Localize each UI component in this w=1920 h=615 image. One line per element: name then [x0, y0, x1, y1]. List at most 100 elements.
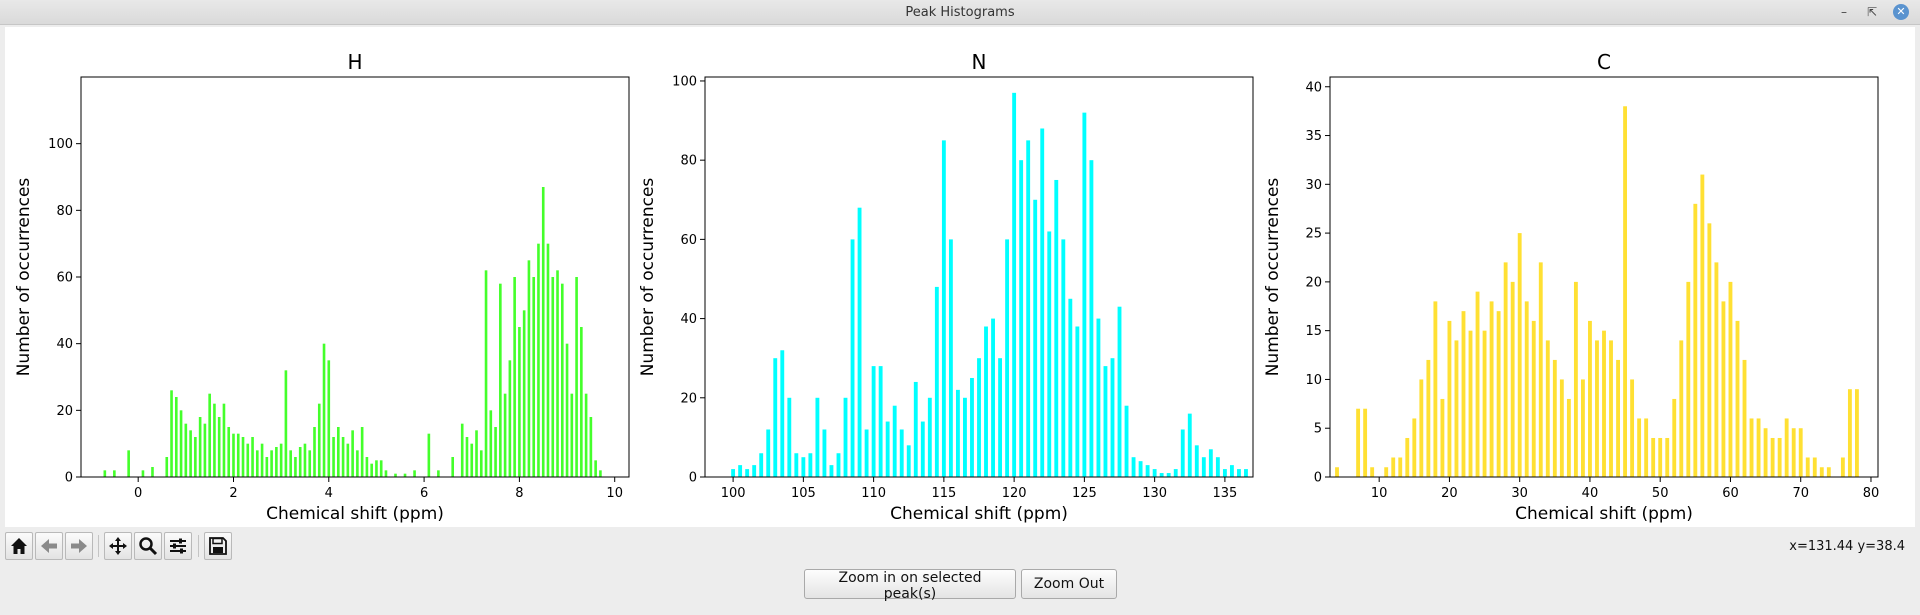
panel-n-bar — [941, 140, 946, 477]
save-button[interactable] — [204, 532, 232, 560]
panel-h-bar — [475, 430, 478, 477]
panel-h-bar — [465, 437, 469, 477]
panel-c-bar — [1672, 398, 1677, 477]
configure-subplots-icon — [170, 538, 186, 554]
panel-c-x-axis-label: Chemical shift (ppm) — [1515, 504, 1693, 524]
panel-c-bar — [1391, 457, 1396, 477]
panel-n-bar — [829, 465, 834, 477]
cursor-coordinates: x=131.44 y=38.4 — [1789, 539, 1905, 554]
panel-h-bar — [546, 243, 550, 477]
panel-h-bar — [208, 393, 211, 477]
panel-n-bar — [857, 207, 862, 477]
home-button[interactable] — [5, 532, 33, 560]
panel-h-bar — [556, 270, 559, 477]
panel-c-x-tick-label: 60 — [1722, 486, 1739, 501]
configure-subplots-button[interactable] — [164, 532, 192, 560]
panel-h-bar — [394, 473, 397, 477]
forward-button[interactable] — [65, 532, 93, 560]
zoom-out-button[interactable]: Zoom Out — [1021, 569, 1117, 599]
panel-n-bar — [871, 366, 876, 477]
panel-h-bar — [174, 397, 178, 477]
panel-c-x-tick-label: 30 — [1511, 486, 1528, 501]
panel-h-x-tick-label: 10 — [606, 486, 623, 501]
zoom-in-selected-peaks-button[interactable]: Zoom in on selected peak(s) — [804, 569, 1016, 602]
panel-h-bar — [522, 310, 526, 477]
panel-n-bar — [1068, 298, 1073, 477]
panel-n-bar — [1082, 112, 1087, 477]
panel-n-bar — [759, 453, 764, 477]
panel-n-axes-frame — [704, 76, 1254, 478]
close-icon[interactable]: ✕ — [1893, 4, 1909, 20]
panel-h-bar — [251, 437, 254, 477]
panel-h-bar — [508, 360, 512, 477]
panel-c-bar — [1637, 418, 1642, 477]
panel-n-bar — [1110, 358, 1115, 477]
panel-n-x-axis-label: Chemical shift (ppm) — [890, 504, 1068, 524]
panel-n-x-tick-label: 130 — [1142, 486, 1167, 501]
panel-h-bar — [308, 450, 312, 477]
panel-h-bar — [170, 390, 173, 477]
panel-c-bar — [1433, 301, 1438, 477]
panel-c-bar — [1517, 233, 1522, 477]
panel-c-x-tick-label: 70 — [1792, 486, 1809, 501]
panel-n-y-tick-label: 20 — [680, 391, 697, 406]
panel-h-bar — [379, 460, 383, 477]
panel-h-bar — [270, 450, 273, 477]
panel-c-bar — [1595, 340, 1599, 477]
panel-h-y-tick-label: 100 — [48, 137, 73, 152]
panel-n-bar — [899, 429, 904, 477]
panel-n-bar — [1026, 140, 1031, 477]
panel-h-bar — [260, 443, 264, 477]
toolbar-separator — [198, 535, 199, 557]
panel-h-y-tick-label: 80 — [56, 204, 73, 219]
panel-h-bar — [265, 457, 269, 477]
restore-icon[interactable]: ⇱ — [1866, 5, 1878, 19]
panel-c-bar — [1847, 389, 1852, 477]
panel-n-bar — [766, 429, 771, 477]
panel-n-bar — [1040, 128, 1045, 477]
back-button[interactable] — [35, 532, 63, 560]
minimize-icon[interactable]: – — [1841, 5, 1847, 19]
pan-button[interactable] — [104, 532, 132, 560]
panel-n-bar — [1103, 366, 1108, 477]
panel-h-bar — [451, 457, 454, 477]
panel-h-bar — [113, 470, 116, 477]
panel-h-bar — [470, 443, 474, 477]
panel-h-bar — [227, 427, 231, 477]
panel-n-bar — [1061, 239, 1066, 477]
panel-n-bar — [808, 453, 813, 477]
panel-c-bar — [1405, 437, 1410, 477]
panel-h-bar — [313, 427, 316, 477]
panel-n: 100 105 110 115 120 125 130 135 0 20 40 60 80 100 N Che… — [638, 50, 1254, 524]
panel-c-bar — [1623, 106, 1627, 478]
panel-h-bar — [141, 470, 145, 477]
panel-c-bar — [1356, 408, 1361, 477]
panel-n-bar — [878, 366, 883, 477]
panel-h-bar — [537, 243, 540, 477]
panel-h-bar — [289, 450, 292, 477]
panel-h-y-tick-label: 20 — [56, 404, 73, 419]
panel-c-bar — [1805, 457, 1810, 477]
panel-c-bar — [1475, 291, 1480, 477]
panel-n-x-tick-label: 110 — [861, 486, 886, 501]
panel-n-y-tick-label: 100 — [672, 74, 697, 89]
panel-h-bar — [360, 427, 364, 477]
panel-n-bar — [955, 389, 960, 477]
panel-c-y-tick-label: 30 — [1305, 178, 1322, 193]
panel-h-bar — [346, 443, 350, 477]
panel-h-bar — [513, 277, 516, 477]
panel-n-bar — [864, 429, 869, 477]
panel-n-x-tick-label: 120 — [1002, 486, 1027, 501]
zoom-button[interactable] — [134, 532, 162, 560]
panel-c-bar — [1840, 457, 1845, 477]
panel-c-bar — [1447, 320, 1452, 477]
panel-n-bar — [1012, 92, 1017, 477]
panel-n-bar — [1138, 461, 1143, 477]
figure-canvas[interactable]: 0 2 4 6 8 10 0 20 40 60 80 100 H Chemical shift (ppm)… — [5, 27, 1915, 527]
panel-h-bar — [151, 467, 154, 477]
panel-c-bar — [1552, 359, 1557, 477]
panel-h-bar — [589, 417, 593, 477]
panel-n-bar — [780, 350, 785, 477]
panel-c-bar — [1665, 437, 1670, 477]
